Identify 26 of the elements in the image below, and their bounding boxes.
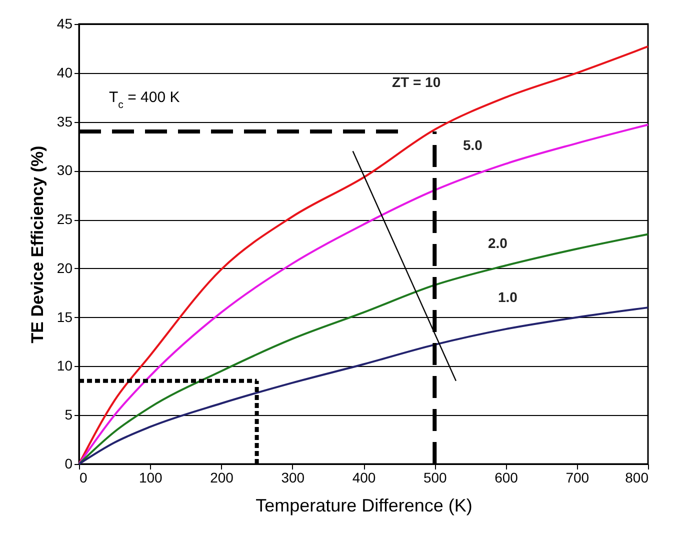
- y-tick-label: 35: [56, 113, 73, 130]
- y-tick-label: 25: [56, 211, 73, 228]
- y-tick-label: 15: [56, 308, 73, 325]
- y-tick-label: 40: [56, 64, 73, 80]
- x-tick-label: 600: [494, 470, 518, 486]
- x-tick-label: 0: [80, 470, 88, 486]
- x-axis-title: Temperature Difference (K): [256, 496, 472, 516]
- y-tick-label: 5: [64, 406, 73, 423]
- series-label: 1.0: [498, 289, 518, 305]
- y-tick-label: 20: [56, 260, 73, 276]
- y-tick-label: 0: [64, 456, 73, 472]
- x-tick-label: 300: [281, 470, 305, 486]
- y-tick-label: 45: [56, 16, 73, 32]
- x-tick-label: 200: [210, 470, 234, 486]
- x-tick-label: 800: [625, 470, 649, 486]
- series-label: 5.0: [463, 137, 483, 153]
- x-tick-label: 500: [423, 470, 448, 486]
- x-tick-label: 400: [352, 470, 376, 486]
- y-axis-title: TE Device Efficiency (%): [28, 146, 47, 344]
- y-tick-label: 10: [56, 358, 73, 374]
- y-tick-label: 30: [56, 162, 73, 178]
- series-label: 2.0: [488, 235, 508, 251]
- text: ZT = 10: [392, 74, 441, 90]
- annotation: T$_{c}$ = 400 K: [109, 89, 180, 111]
- x-tick-label: 100: [138, 470, 163, 486]
- x-tick-label: 700: [566, 470, 590, 486]
